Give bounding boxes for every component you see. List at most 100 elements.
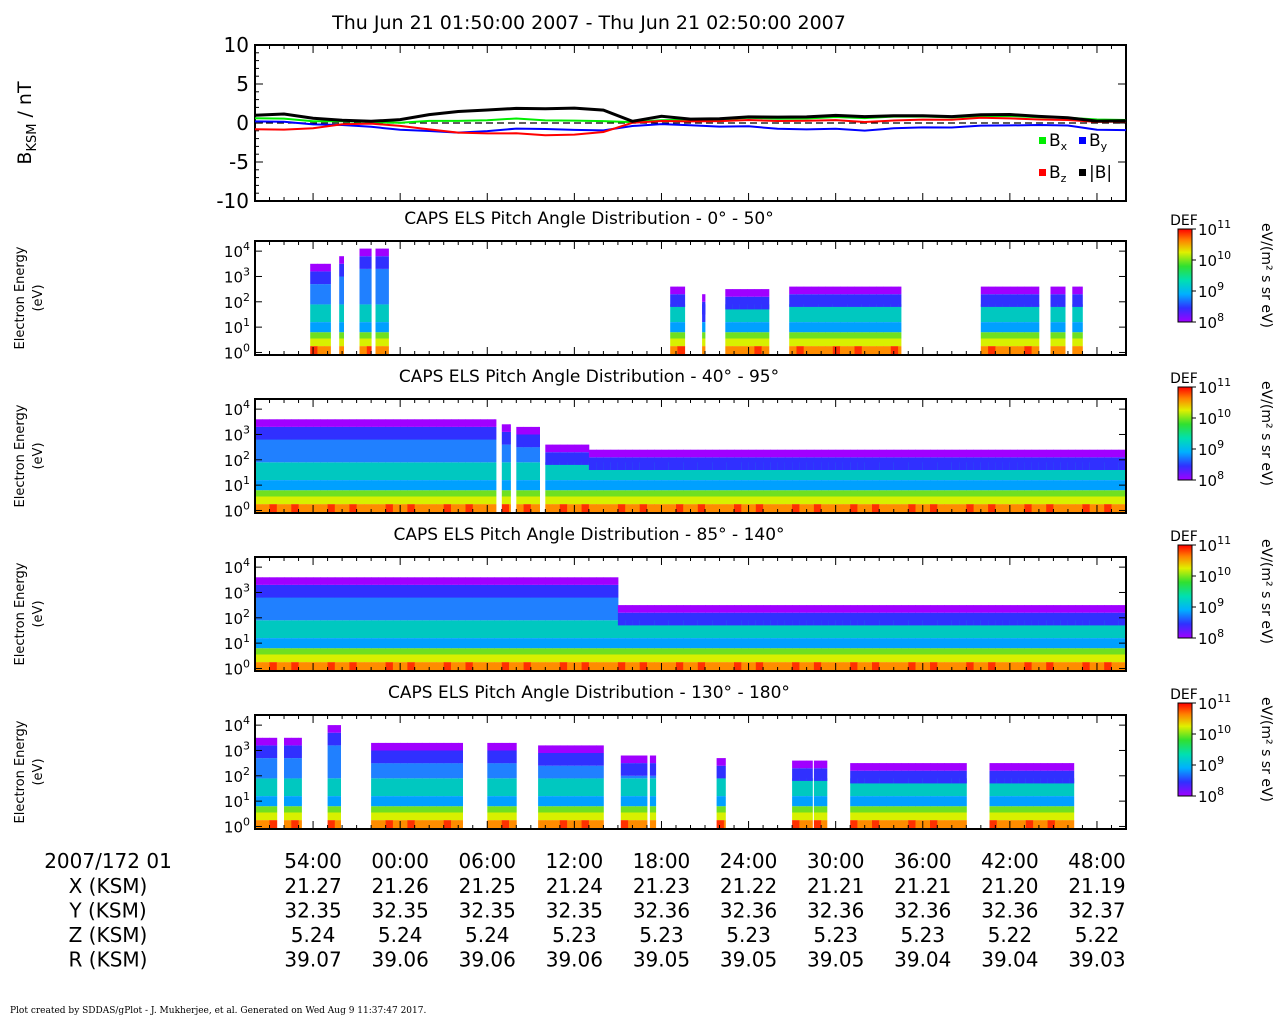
- spectro-bin: [574, 662, 583, 671]
- spectro-bin: [1031, 638, 1040, 649]
- spectro-bin: [436, 750, 445, 764]
- spectro-bin: [980, 286, 989, 295]
- spectro-bin: [901, 654, 909, 663]
- spectro-bin: [603, 490, 612, 497]
- spectro-bin: [705, 638, 713, 649]
- spectro-bin: [1118, 662, 1127, 671]
- spectro-bin: [269, 654, 278, 663]
- spectro-bin: [1060, 605, 1069, 613]
- spectro-bin: [683, 654, 691, 663]
- spectro-bin: [1069, 763, 1075, 771]
- spectro-bin: [661, 620, 670, 638]
- spectro-bin: [980, 496, 989, 505]
- spectro-bin: [654, 662, 662, 671]
- spectro-bin: [1009, 462, 1018, 480]
- spectro-bin: [342, 462, 350, 480]
- spectro-bin: [385, 662, 394, 671]
- spectro-bin: [480, 439, 488, 463]
- spectro-bin: [944, 457, 953, 470]
- spectro-bin: [944, 612, 953, 626]
- spectro-bin: [1031, 504, 1040, 513]
- spectro-bin: [276, 662, 285, 671]
- spectro-bin: [269, 648, 278, 655]
- spectro-bin: [1079, 346, 1083, 355]
- spectro-bin: [973, 490, 982, 497]
- spectro-bin: [732, 338, 741, 347]
- spectro-bin: [262, 758, 270, 779]
- spectro-bin: [494, 796, 503, 807]
- spectro-bin: [310, 322, 318, 333]
- spectro-bin: [654, 620, 662, 638]
- spectro-bin: [847, 346, 855, 355]
- spectro-bin: [407, 504, 416, 513]
- spectro-bin: [741, 620, 749, 638]
- spectro-bin: [262, 426, 270, 440]
- spectro-bin: [443, 480, 452, 491]
- spectro-bin: [567, 820, 575, 829]
- spectro-bin: [632, 638, 641, 649]
- spectro-bin: [1009, 662, 1018, 671]
- spectro-bin: [705, 462, 713, 480]
- spectro-bin: [668, 449, 677, 458]
- spectro-bin: [806, 796, 813, 807]
- spectro-ytick-label: 101: [224, 632, 250, 653]
- spectro-bin: [414, 763, 423, 779]
- spectro-bin: [980, 462, 989, 480]
- spectro-bin: [739, 296, 748, 310]
- colorbar-title: DEF: [1170, 529, 1198, 545]
- spectro-bin: [574, 753, 583, 766]
- spectro-bin: [465, 654, 474, 663]
- spectro-bin: [1060, 457, 1069, 470]
- spectro-bin: [494, 806, 503, 813]
- spectro-bin: [639, 648, 648, 655]
- spectro-bin: [603, 462, 612, 480]
- spectro-bin: [305, 496, 314, 505]
- spectro-bin: [378, 480, 387, 491]
- spectro-bin: [649, 796, 657, 807]
- spectro-bin: [813, 449, 822, 458]
- spectro-bin: [334, 597, 343, 621]
- spectro-bin: [1038, 457, 1047, 470]
- spectro-bin: [649, 763, 657, 776]
- spectro-bin: [988, 605, 996, 613]
- spectro-bin: [901, 620, 909, 638]
- spectro-bin: [400, 504, 408, 513]
- spectro-bin: [784, 457, 793, 470]
- spectro-bin: [320, 648, 328, 655]
- spectro-bin: [487, 577, 495, 585]
- spectro-bin: [893, 462, 902, 480]
- spectro-bin: [886, 820, 895, 829]
- spectro-bin: [451, 597, 459, 621]
- spectro-bin: [1118, 457, 1127, 470]
- spectro-bin: [690, 457, 699, 470]
- spectro-bin: [1002, 449, 1011, 458]
- spectro-bin: [385, 462, 394, 480]
- spectro-bin: [898, 338, 902, 347]
- spectro-bin: [1067, 449, 1076, 458]
- spectro-bin: [864, 770, 873, 784]
- spectro-bin: [494, 597, 503, 621]
- spectro-bin: [567, 452, 575, 465]
- spectro-bin: [770, 504, 778, 513]
- spectro-bin: [559, 444, 568, 453]
- spectro-bin: [255, 820, 263, 829]
- spectro-bin: [451, 820, 459, 829]
- spectro-bin: [313, 620, 321, 638]
- spectro-bin: [1082, 662, 1091, 671]
- spectro-bin: [414, 439, 423, 463]
- spectro-bin: [1089, 648, 1098, 655]
- spectro-bin: [317, 332, 326, 339]
- spectro-bin: [966, 462, 974, 480]
- spectro-bin: [988, 346, 996, 355]
- spectro-bin: [973, 457, 982, 470]
- spectro-bin: [901, 638, 909, 649]
- spectro-bin: [825, 332, 834, 339]
- spectro-bin: [959, 490, 967, 497]
- ephemeris-value: 21.26: [372, 874, 429, 898]
- spectro-bin: [1050, 338, 1059, 347]
- spectro-bin: [799, 490, 808, 497]
- spectro-bin: [1104, 662, 1112, 671]
- spectro-bin: [359, 338, 368, 347]
- spectro-bin: [649, 806, 657, 813]
- ephemeris-value: 5.22: [1075, 923, 1120, 947]
